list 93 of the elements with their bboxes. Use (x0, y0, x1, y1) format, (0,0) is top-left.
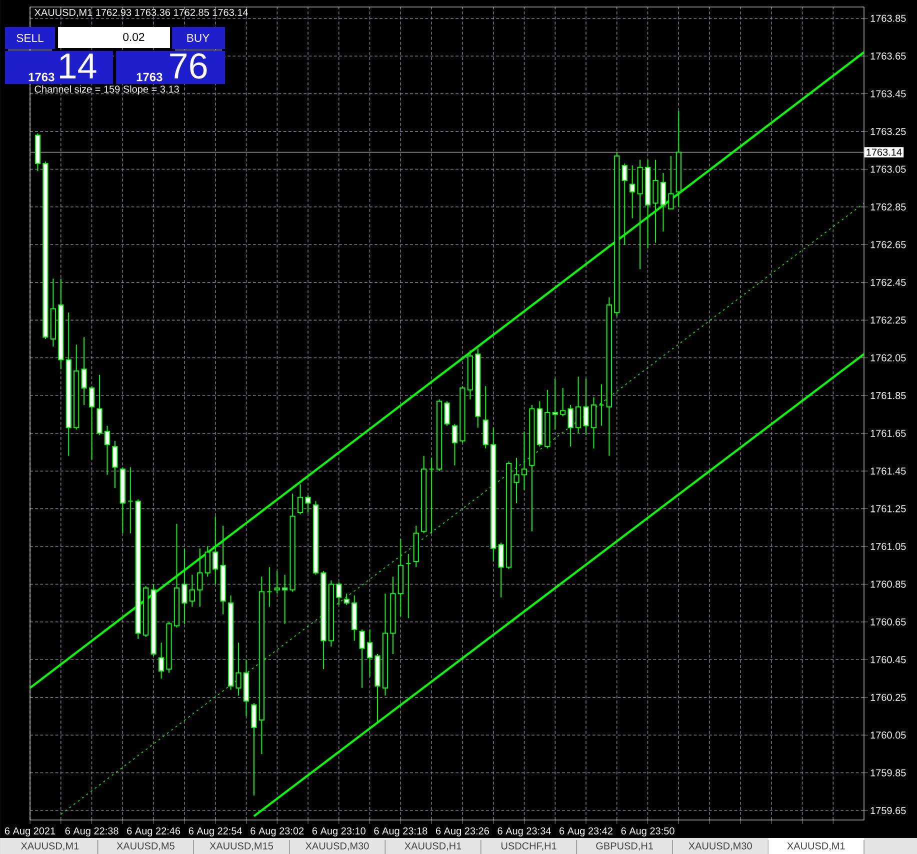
candlestick (104, 425, 110, 476)
y-tick-label: 1760.25 (870, 694, 906, 701)
annotation: 14 (60, 53, 96, 78)
candlestick (406, 553, 412, 618)
y-tick-label: 1762.85 (870, 203, 906, 210)
ref-line-label: 1763.14 (866, 148, 902, 156)
y-tick-label: 1763.85 (870, 14, 906, 22)
candlestick (630, 164, 636, 219)
candlestick (305, 494, 311, 513)
candlestick (204, 546, 210, 577)
y-tick-label: 1761.85 (870, 392, 906, 399)
y-tick-label: 1761.05 (870, 542, 906, 550)
x-tick-label: 6 Aug 23:34 (498, 827, 551, 836)
y-tick-label: 1761.25 (870, 505, 906, 512)
y-tick-label: 1759.85 (870, 769, 906, 776)
text: USDCHF,H1 (502, 842, 556, 850)
candlestick (583, 378, 589, 436)
candlestick (598, 384, 604, 426)
annotation: BUY (187, 34, 210, 42)
text: XAUUSD,M15 (210, 842, 273, 850)
y-tick-label: 1763.05 (870, 166, 906, 173)
candlestick (514, 457, 520, 504)
annotation: SELL (16, 34, 44, 42)
candlestick (660, 172, 666, 232)
x-tick-label: 6 Aug 23:26 (436, 827, 489, 836)
candlestick (366, 628, 373, 677)
x-tick-label: 6 Aug 22:38 (65, 827, 118, 836)
candlestick (158, 642, 164, 679)
text: XAUUSD,M5 (116, 842, 174, 850)
x-tick-label: 6 Aug 23:02 (250, 827, 304, 836)
y-tick-label: 1761.45 (870, 467, 906, 474)
x-tick-label: 6 Aug 23:42 (560, 827, 612, 836)
annotation: 1763 (136, 72, 162, 82)
x-tick-label: 6 Aug 23:18 (374, 827, 428, 836)
candlestick (575, 376, 582, 434)
chart-title: XAUUSD,M1 1762.93 1763.36 1762.85 1763.14 (34, 8, 248, 17)
candlestick (359, 628, 365, 688)
text: GBPUSD,H1 (596, 842, 653, 850)
candlestick (182, 548, 188, 624)
candlestick (590, 396, 597, 449)
y-tick-label: 1762.65 (870, 240, 906, 248)
y-tick-label: 1759.65 (870, 806, 906, 814)
y-tick-label: 1762.45 (870, 278, 906, 286)
candlestick (498, 542, 504, 598)
candlestick (452, 423, 458, 466)
candlestick (274, 570, 280, 594)
candlestick (212, 516, 218, 585)
text: XAUUSD,H1 (404, 842, 462, 850)
annotation: Channel size = 159 Slope = 3.13 (34, 85, 179, 94)
text: XAUUSD,M1 (787, 842, 845, 850)
candlestick (197, 548, 203, 608)
annotation: 0.02 (123, 32, 144, 41)
candlestick (552, 378, 558, 430)
annotation: 76 (170, 53, 207, 79)
y-tick-label: 1760.85 (870, 580, 906, 588)
y-tick-label: 1763.65 (870, 52, 906, 60)
candlestick (521, 430, 528, 490)
candlestick (282, 574, 288, 624)
candlestick (297, 484, 304, 515)
candlestick (560, 387, 566, 417)
candlestick (568, 404, 574, 447)
candlestick (336, 582, 342, 606)
text: XAUUSD,M30 (688, 842, 752, 850)
x-tick-label: 6 Aug 22:54 (188, 827, 242, 836)
candlestick (444, 400, 450, 426)
candlestick (344, 592, 350, 606)
candlestick (428, 457, 434, 534)
y-tick-label: 1762.25 (870, 316, 906, 324)
candlestick (236, 642, 242, 696)
text: XAUUSD,M1 (20, 842, 79, 850)
y-tick-label: 1760.45 (870, 656, 906, 664)
candlestick (81, 336, 87, 406)
y-tick-label: 1760.65 (870, 618, 906, 626)
candlestick (189, 574, 196, 608)
x-tick-label: 6 Aug 23:10 (312, 827, 366, 836)
y-tick-label: 1761.65 (870, 430, 906, 437)
candlestick (668, 155, 674, 210)
candlestick (622, 162, 628, 246)
y-tick-label: 1763.45 (870, 90, 906, 98)
candlestick (128, 466, 134, 534)
text: XAUUSD,M30 (306, 842, 369, 850)
y-tick-label: 1760.05 (870, 731, 906, 738)
x-tick-label: 6 Aug 22:46 (127, 827, 180, 836)
candlestick (112, 440, 118, 488)
candlestick (88, 385, 95, 460)
candlestick (251, 702, 257, 796)
x-tick-label: 6 Aug 2021 (4, 827, 56, 836)
candlestick (652, 159, 658, 244)
x-tick-label: 6 Aug 23:50 (621, 827, 674, 836)
annotation: 1763 (28, 72, 54, 82)
candlestick (266, 566, 272, 608)
y-tick-label: 1762.05 (870, 354, 906, 362)
y-tick-label: 1763.25 (870, 128, 906, 135)
